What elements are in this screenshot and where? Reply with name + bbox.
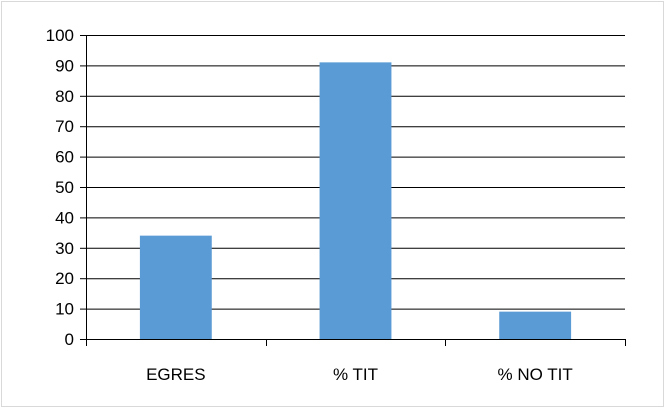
y-tick-label: 0 [65,330,74,349]
bar-1 [319,62,392,340]
y-tick-label: 20 [55,269,74,288]
y-tick-label: 40 [55,208,74,227]
x-category-label: % TIT [333,365,378,384]
y-tick-label: 70 [55,117,74,136]
axes [80,35,626,346]
y-tick-label: 100 [46,26,74,45]
bar-0 [139,235,212,339]
y-tick-label: 30 [55,239,74,258]
x-category-label: % NO TIT [498,365,573,384]
bars [139,62,572,340]
y-tick-label: 80 [55,87,74,106]
axis-labels: 0 10 20 30 40 50 60 70 80 90 100 EGRES % TIT % NO TIT [46,26,573,384]
y-tick-label: 50 [55,178,74,197]
y-tick-label: 90 [55,56,74,75]
y-tick-label: 60 [55,148,74,167]
bar-2 [499,311,572,339]
y-tick-label: 10 [55,300,74,319]
x-category-label: EGRES [146,365,206,384]
